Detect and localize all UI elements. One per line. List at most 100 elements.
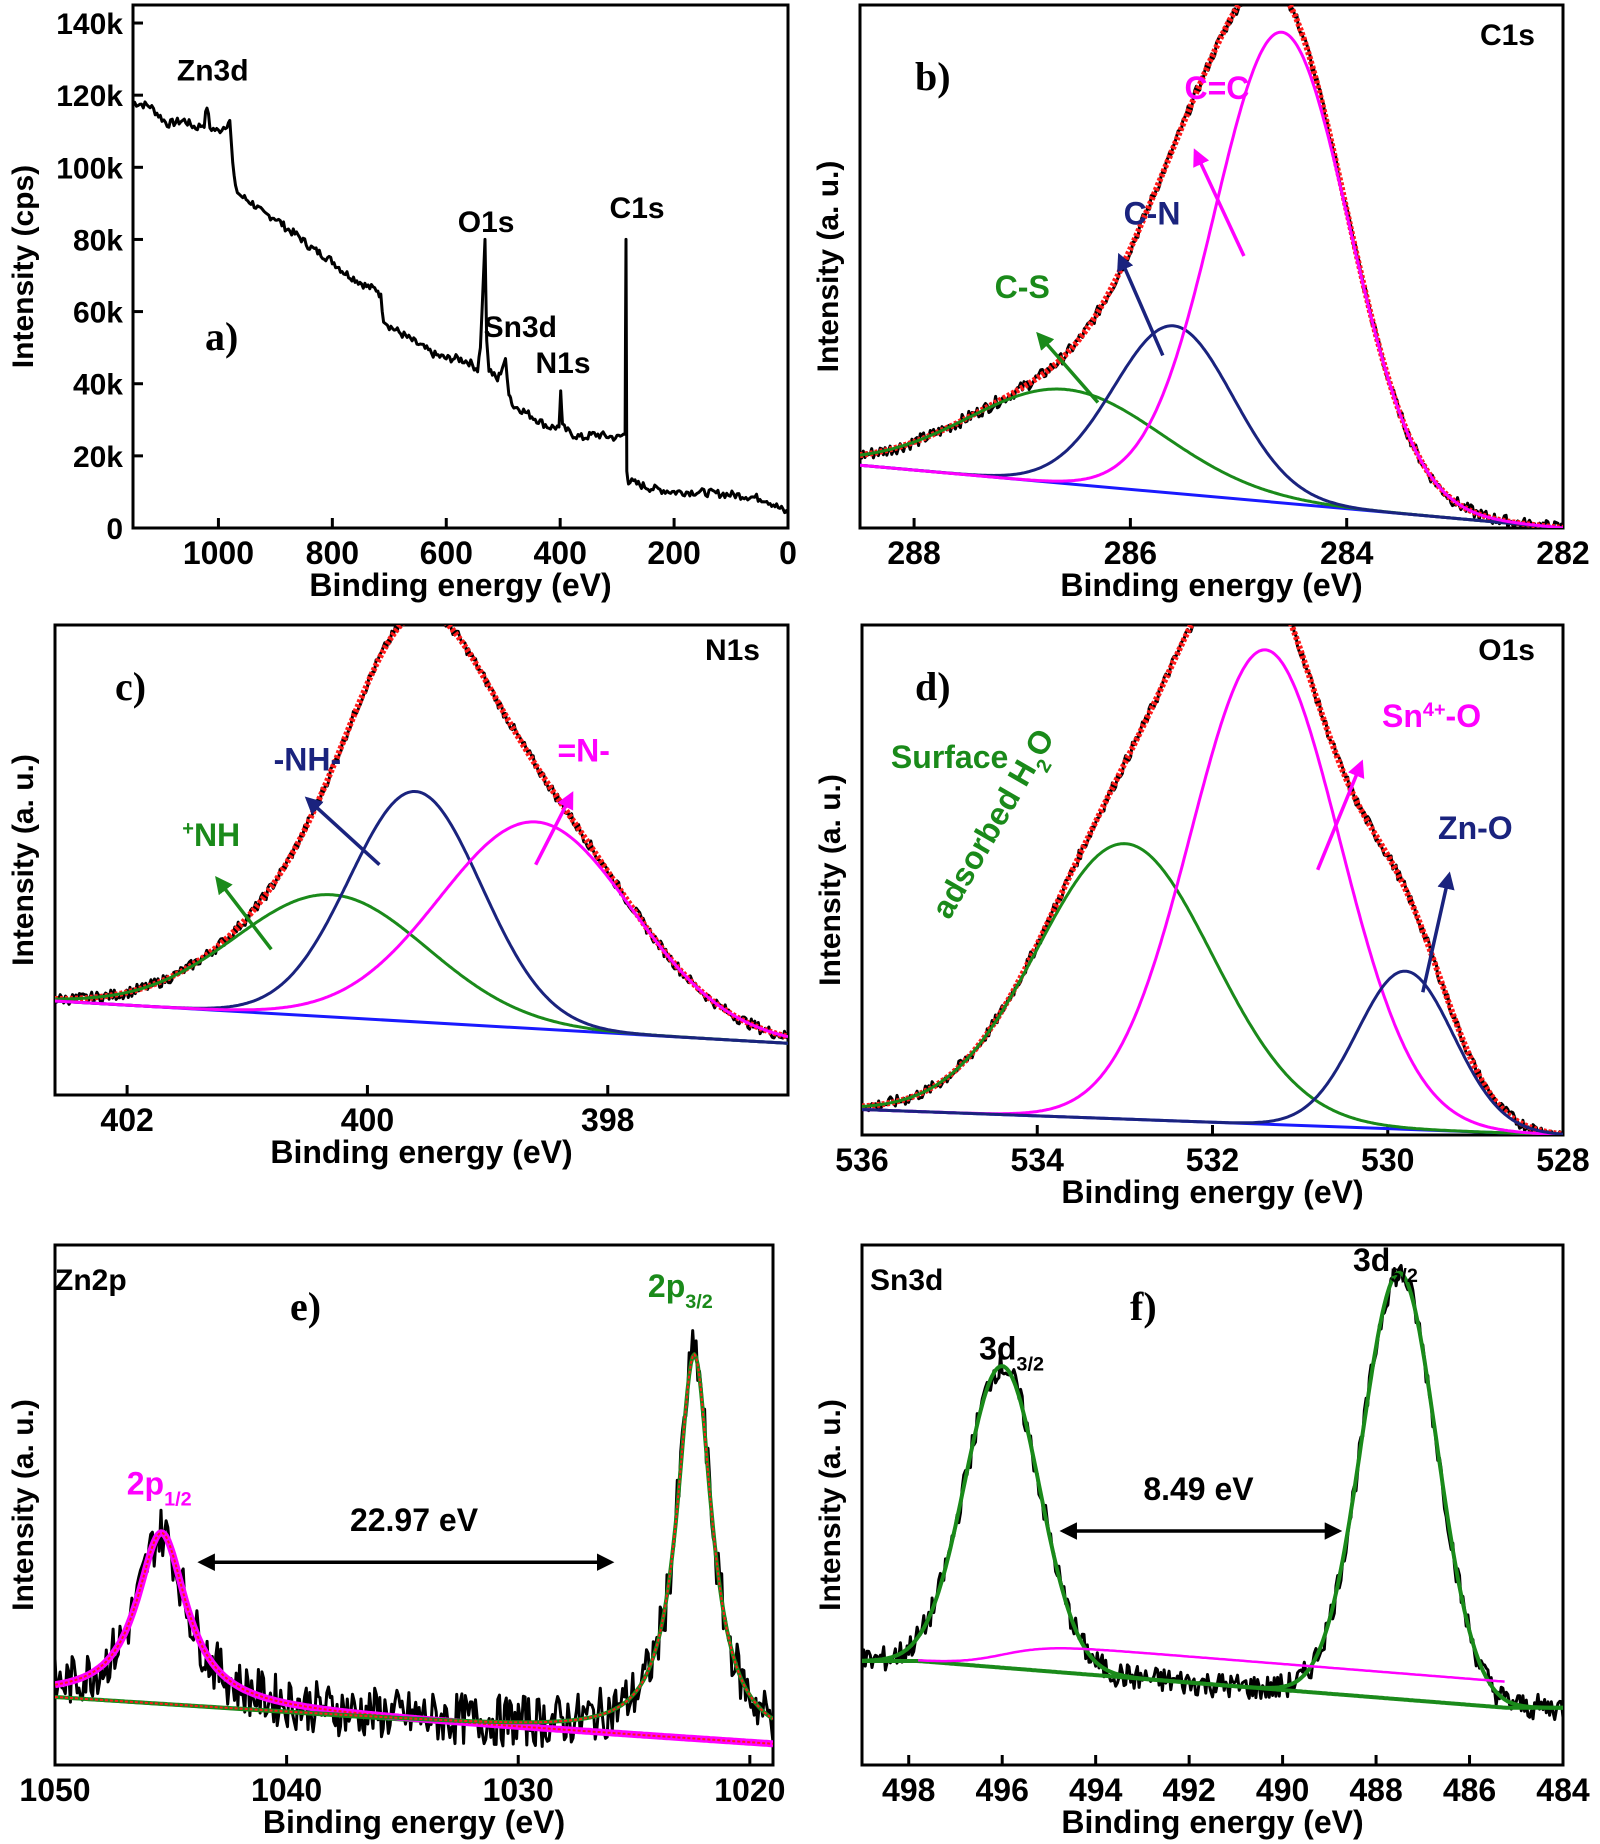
x-tick-label: 1020 bbox=[714, 1772, 785, 1808]
x-tick-label: 494 bbox=[1069, 1772, 1123, 1808]
x-tick-label: 532 bbox=[1186, 1142, 1239, 1178]
annotation-label: C=C bbox=[1184, 70, 1249, 106]
panel-label: b) bbox=[915, 54, 951, 99]
panel-e: 1050 1040 1030 1020 Binding energy (eV) Inten… bbox=[7, 1243, 785, 1840]
x-tick-label: 486 bbox=[1443, 1772, 1496, 1808]
x-tick-label: 286 bbox=[1104, 535, 1157, 571]
annotation-label: 3d3/2 bbox=[979, 1330, 1044, 1375]
x-tick-label: 600 bbox=[420, 535, 473, 571]
component-2p3/2 bbox=[55, 1352, 773, 1725]
component-Surface adsorbed H2O bbox=[862, 842, 1563, 1135]
y-tick-label: 60k bbox=[73, 297, 123, 330]
panel-a: 1000 800 600 400 200 0 0 20k 40k 60k 80k 100k 120k 14… bbox=[7, 3, 797, 603]
x-axis-label: Binding energy (eV) bbox=[270, 1134, 572, 1170]
y-tick-label: 0 bbox=[106, 513, 123, 546]
annotation-label: +NH bbox=[182, 817, 240, 853]
background-line bbox=[918, 1647, 1505, 1683]
annotation-arrow bbox=[1421, 871, 1455, 993]
annotation-label: C1s bbox=[610, 192, 665, 225]
plot-frame bbox=[858, 3, 1565, 530]
panel-f: 498 496 494 492 490 488 486 484 Binding energy (… bbox=[814, 1242, 1590, 1840]
panel-label: f) bbox=[1130, 1284, 1157, 1329]
y-tick-label: 20k bbox=[73, 441, 123, 474]
raw-spectrum bbox=[55, 625, 788, 1040]
x-tick-label: 398 bbox=[581, 1102, 634, 1138]
component-3d5/2 bbox=[862, 1270, 1563, 1710]
component--NH- bbox=[55, 790, 788, 1045]
raw-spectrum bbox=[55, 1329, 773, 1748]
x-axis-label: Binding energy (eV) bbox=[1061, 1174, 1363, 1210]
component-=N- bbox=[55, 820, 788, 1039]
y-axis-label: Intensity (cps) bbox=[7, 165, 40, 368]
plot-frame bbox=[860, 1243, 1565, 1767]
plot-frame bbox=[53, 623, 790, 1097]
x-tick-label: 496 bbox=[976, 1772, 1029, 1808]
x-tick-label: 282 bbox=[1536, 535, 1589, 571]
annotation-label: 2p1/2 bbox=[127, 1466, 192, 1511]
annotation-label: 3d5/2 bbox=[1353, 1242, 1418, 1287]
y-tick-label: 140k bbox=[56, 8, 123, 41]
annotation-label: Sn3d bbox=[484, 311, 557, 344]
x-tick-label: 490 bbox=[1256, 1772, 1309, 1808]
annotation-label: Surface bbox=[891, 739, 1008, 775]
annotation-label: N1s bbox=[535, 347, 590, 380]
y-tick-label: 100k bbox=[56, 152, 123, 185]
annotation-arrow bbox=[1316, 759, 1365, 871]
panel-label: c) bbox=[115, 664, 146, 709]
annotation-label: Zn-O bbox=[1438, 810, 1513, 846]
panel-label: d) bbox=[915, 664, 951, 709]
x-axis-label: Binding energy (eV) bbox=[1060, 567, 1362, 603]
x-tick-label: 0 bbox=[779, 535, 797, 571]
annotation-arrow bbox=[215, 876, 273, 951]
x-axis-label: Binding energy (eV) bbox=[1061, 1804, 1363, 1840]
x-tick-label: 402 bbox=[100, 1102, 153, 1138]
component-Zn-O bbox=[862, 969, 1563, 1135]
x-tick-label: 400 bbox=[341, 1102, 394, 1138]
x-tick-label: 288 bbox=[887, 535, 940, 571]
y-axis-label: Intensity (a. u.) bbox=[7, 754, 40, 966]
x-tick-label: 488 bbox=[1349, 1772, 1402, 1808]
annotation-arrow bbox=[1117, 252, 1165, 357]
annotation-label: Sn4+-O bbox=[1382, 698, 1481, 734]
y-axis-label: Intensity (a. u.) bbox=[814, 774, 847, 986]
x-tick-label: 492 bbox=[1162, 1772, 1215, 1808]
annotation-label: =N- bbox=[557, 732, 609, 768]
annotation-arrow bbox=[1193, 148, 1246, 257]
y-tick-label: 120k bbox=[56, 80, 123, 113]
x-tick-label: 1030 bbox=[483, 1772, 554, 1808]
x-tick-label: 528 bbox=[1536, 1142, 1589, 1178]
plot-frame bbox=[53, 1243, 775, 1767]
x-tick-label: 530 bbox=[1361, 1142, 1414, 1178]
y-axis-label: Intensity (a. u.) bbox=[7, 1399, 40, 1611]
annotation-label: 22.97 eV bbox=[350, 1502, 479, 1538]
annotation-label: Zn3d bbox=[177, 55, 249, 88]
annotation-arrow bbox=[534, 791, 574, 866]
x-tick-label: 1050 bbox=[19, 1772, 90, 1808]
annotation-label: C-S bbox=[995, 269, 1050, 305]
x-tick-label: 1000 bbox=[183, 535, 254, 571]
x-axis-label: Binding energy (eV) bbox=[263, 1804, 565, 1840]
x-tick-label: 200 bbox=[647, 535, 700, 571]
x-tick-label: 536 bbox=[835, 1142, 888, 1178]
component-C-S bbox=[860, 387, 1563, 528]
survey-spectrum bbox=[133, 100, 788, 515]
y-axis-label: Intensity (a. u.) bbox=[814, 1399, 847, 1611]
panel-b: 288 286 284 282 Binding energy (eV) Intensity… bbox=[812, 3, 1590, 603]
panel-title: Zn2p bbox=[55, 1264, 127, 1297]
annotation-arrow bbox=[304, 796, 381, 866]
x-tick-label: 284 bbox=[1320, 535, 1374, 571]
panel-label: a) bbox=[205, 314, 238, 359]
x-tick-label: 800 bbox=[306, 535, 359, 571]
panel-title: N1s bbox=[705, 634, 760, 667]
component-C=C bbox=[860, 30, 1563, 528]
component-3d3/2 bbox=[862, 1364, 1563, 1710]
x-axis-label: Binding energy (eV) bbox=[309, 567, 611, 603]
annotation-label: C-N bbox=[1124, 196, 1181, 232]
y-axis-label: Intensity (a. u.) bbox=[812, 161, 845, 373]
x-tick-label: 484 bbox=[1536, 1772, 1590, 1808]
annotation-arrow bbox=[1036, 331, 1100, 404]
y-tick-label: 80k bbox=[73, 224, 123, 257]
y-tick-label: 40k bbox=[73, 369, 123, 402]
